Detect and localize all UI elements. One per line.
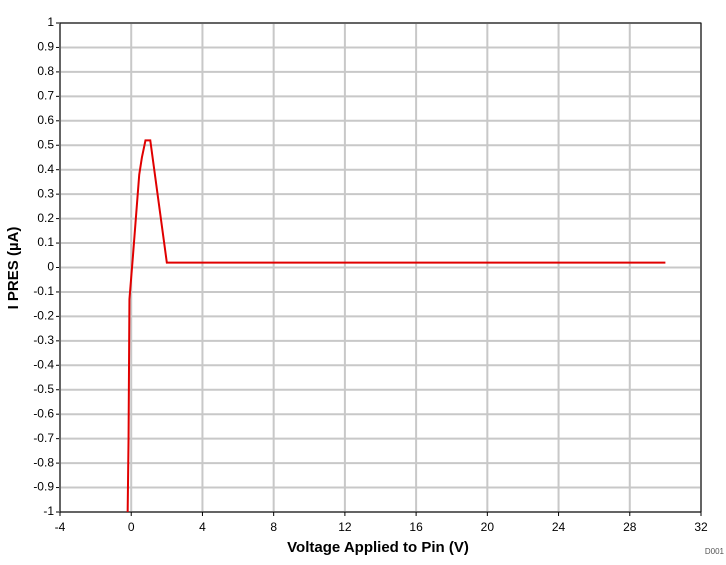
figure-id: D001 (705, 547, 725, 556)
y-tick-label: -0.8 (33, 455, 54, 469)
x-tick-label: 24 (552, 520, 566, 534)
y-tick-label: -0.3 (33, 333, 54, 347)
y-tick-label: -0.2 (33, 309, 54, 323)
y-axis-label: I PRES (µA) (5, 227, 22, 310)
y-tick-label: -1 (43, 504, 54, 518)
y-tick-label: 0.4 (37, 162, 54, 176)
y-tick-label: 0.2 (37, 211, 54, 225)
y-tick-label: -0.7 (33, 431, 54, 445)
x-tick-label: 32 (694, 520, 708, 534)
y-tick-label: 0.5 (37, 137, 54, 151)
x-tick-label: 4 (199, 520, 206, 534)
x-tick-label: 12 (338, 520, 352, 534)
plot-frame (59, 22, 702, 513)
y-tick-label: 0 (47, 260, 54, 274)
y-tick-label: 0.9 (37, 40, 54, 54)
x-tick-label: 28 (623, 520, 637, 534)
y-tick-label: 0.6 (37, 113, 54, 127)
y-tick-label: 0.1 (37, 235, 54, 249)
x-tick-label: 0 (128, 520, 135, 534)
x-tick-label: 20 (481, 520, 495, 534)
y-tick-label: 0.3 (37, 186, 54, 200)
y-tick-label: 1 (47, 15, 54, 29)
y-tick-label: 0.7 (37, 89, 54, 103)
y-tick-label: -0.1 (33, 284, 54, 298)
y-tick-label: -0.5 (33, 382, 54, 396)
data-line (126, 139, 666, 513)
y-tick-label: -0.6 (33, 406, 54, 420)
x-axis-label: Voltage Applied to Pin (V) (287, 539, 469, 556)
y-tick-label: -0.9 (33, 480, 54, 494)
x-tick-label: 8 (270, 520, 277, 534)
x-tick-label: -4 (55, 520, 66, 534)
y-tick-label: -0.4 (33, 357, 54, 371)
x-tick-label: 16 (409, 520, 423, 534)
y-tick-label: 0.8 (37, 64, 54, 78)
